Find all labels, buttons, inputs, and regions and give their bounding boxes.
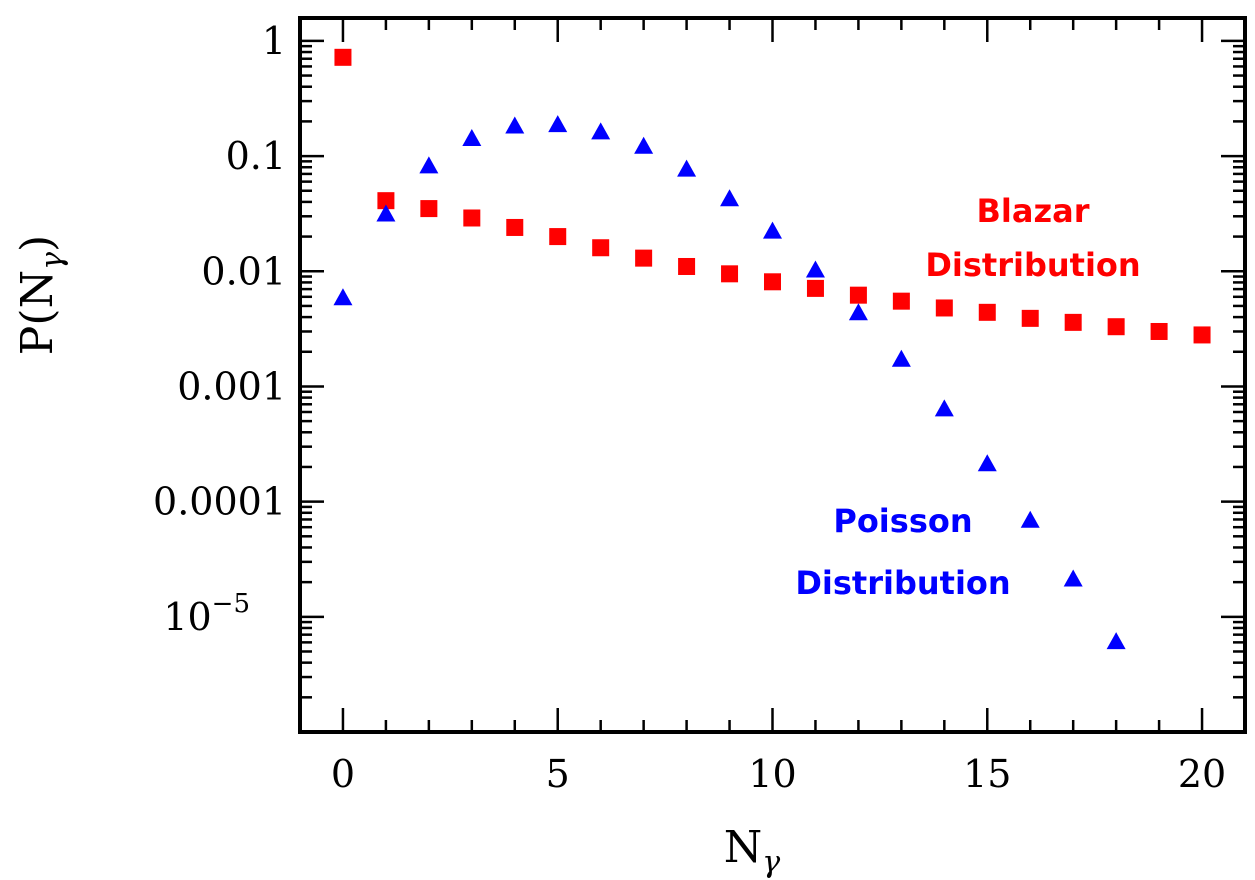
blazar-point	[1150, 322, 1168, 340]
blazar-point	[849, 286, 867, 304]
blazar-point	[978, 303, 996, 321]
x-tick-label: 15	[963, 752, 1011, 796]
poisson-point	[977, 454, 997, 472]
blazar-point	[1064, 313, 1082, 331]
y-tick-label-exponent: −5	[212, 589, 250, 619]
blazar-point	[463, 209, 481, 227]
poisson-point	[805, 260, 825, 278]
poisson-point	[1063, 569, 1083, 587]
poisson-point	[720, 189, 740, 207]
blazar-point	[420, 200, 438, 218]
poisson-point	[634, 136, 654, 154]
blazar-point	[635, 249, 653, 267]
x-tick-label: 5	[546, 752, 570, 796]
x-axis-title: Nγ	[724, 822, 781, 880]
poisson-point	[462, 129, 482, 147]
blazar-point	[892, 292, 910, 310]
poisson-point	[376, 204, 396, 222]
poisson-point	[548, 115, 568, 133]
y-axis-title: P(Nγ)	[12, 235, 70, 355]
tick-marks	[300, 18, 1245, 734]
poisson-annotation-line2: Distribution	[795, 564, 1010, 602]
blazar-point	[764, 273, 781, 291]
poisson-point	[891, 349, 911, 367]
y-tick-label: 0.0001	[153, 480, 286, 524]
blazar-point	[678, 257, 696, 275]
blazar-annotation-line2: Distribution	[925, 246, 1140, 284]
y-tick-labels: 1 0.1 0.01 0.001 0.0001 10−5	[153, 19, 286, 639]
poisson-point	[591, 122, 611, 140]
blazar-point	[721, 265, 739, 283]
blazar-point	[935, 299, 953, 317]
data-marks	[333, 48, 1211, 650]
blazar-point	[1107, 318, 1125, 336]
poisson-point	[419, 156, 439, 174]
blazar-point	[549, 228, 567, 246]
x-tick-label: 10	[748, 752, 796, 796]
x-tick-label: 20	[1178, 752, 1226, 796]
blazar-point	[806, 279, 824, 297]
x-tick-labels: 0 5 10 15 20	[331, 752, 1226, 796]
blazar-point	[1193, 326, 1211, 344]
x-tick-label: 0	[331, 752, 355, 796]
poisson-point	[1020, 510, 1040, 528]
y-tick-label: 10−5	[163, 589, 250, 639]
blazar-point	[334, 48, 352, 66]
poisson-point	[333, 288, 353, 306]
plot-frame	[298, 16, 1247, 734]
y-tick-label: 0.01	[201, 249, 286, 293]
poisson-point	[763, 221, 782, 239]
blazar-point	[377, 192, 395, 210]
blazar-point	[506, 218, 524, 236]
poisson-point	[934, 399, 954, 417]
blazar-point	[592, 239, 610, 257]
blazar-annotation-line1: Blazar	[977, 192, 1090, 230]
poisson-point	[677, 159, 697, 177]
blazar-point	[1021, 309, 1039, 327]
y-tick-label: 1	[262, 19, 286, 63]
poisson-annotation-line1: Poisson	[833, 502, 972, 540]
y-tick-label: 0.001	[177, 364, 286, 408]
poisson-point	[505, 116, 525, 134]
y-tick-label: 0.1	[226, 134, 286, 178]
poisson-point	[848, 303, 868, 321]
poisson-point	[1106, 632, 1126, 650]
